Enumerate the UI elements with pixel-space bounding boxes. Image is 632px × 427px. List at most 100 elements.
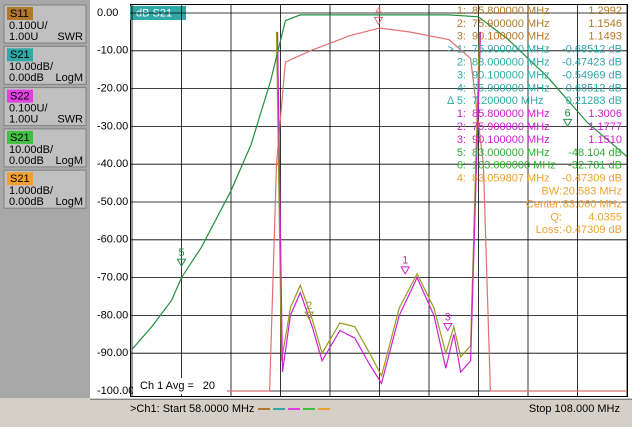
trace-chip <box>7 89 33 103</box>
marker-value: 0.21283 dB <box>566 95 622 107</box>
marker-frequency: 7.200000 MHz <box>472 95 544 107</box>
trace-format: LogM <box>55 72 83 84</box>
trace-name: S21 <box>10 49 30 61</box>
summary-value: 4.0355 <box>588 211 622 223</box>
marker-frequency: 83.000000 MHz <box>472 57 550 69</box>
marker-frequency: 75.900000 MHz <box>472 82 550 94</box>
marker-label: 6 <box>565 107 571 119</box>
marker-flag <box>304 311 315 321</box>
trace-line <box>276 31 482 385</box>
y-tick-label: -30.00 <box>97 120 128 132</box>
trace-name: S21 <box>10 132 30 144</box>
marker-label: 4 <box>375 5 381 17</box>
marker-frequency: 90.100000 MHz <box>472 69 550 81</box>
marker-flag <box>176 258 187 268</box>
marker-value: 1.1777 <box>588 121 622 133</box>
trace-reference: 0.00dB <box>9 155 44 167</box>
trace-format: LogM <box>55 196 83 208</box>
summary-label: Q: <box>550 211 562 223</box>
trace-format: SWR <box>57 114 83 126</box>
trace-reference: 1.00U <box>9 114 38 126</box>
marker-id: 2: <box>457 57 466 69</box>
y-tick-label: -80.00 <box>97 309 128 321</box>
summary-value: 20.583 MHz <box>563 186 622 198</box>
marker-value: -0.68512 dB <box>562 44 622 56</box>
plot-frame <box>130 4 628 397</box>
trace-line <box>275 31 481 378</box>
trace-name: S21 <box>10 173 30 185</box>
trace-line <box>132 27 627 392</box>
marker-flag <box>400 266 411 275</box>
summary-label: Center: <box>526 198 562 210</box>
avg-value: 20 <box>203 380 215 392</box>
marker-label: 1 <box>402 255 408 267</box>
start-frequency: >Ch1: Start 58.0000 MHz <box>130 403 254 415</box>
trace-reference: 0.00dB <box>9 72 44 84</box>
trace-line <box>131 14 628 350</box>
marker-id: 3: <box>457 134 466 146</box>
marker-value: 1.3006 <box>588 108 622 120</box>
marker-id: Δ 5: <box>447 95 466 107</box>
marker-frequency: 75.900000 MHz <box>472 18 550 30</box>
summary-label: BW: <box>541 186 562 198</box>
marker-id: 6: <box>457 160 466 172</box>
marker-id: 5: <box>457 147 466 159</box>
marker-value: -0.47423 dB <box>562 57 622 69</box>
plot-title: dB S21 <box>136 7 172 19</box>
y-tick-label: -40.00 <box>97 158 128 170</box>
marker-frequency: 90.100000 MHz <box>472 134 550 146</box>
marker-value: -0.47309 dB <box>562 173 622 185</box>
trace-name: S11 <box>10 8 29 20</box>
marker-value: 1.1510 <box>588 134 622 146</box>
marker-id: 4: <box>457 173 466 185</box>
summary-value: 83.060 MHz <box>563 198 622 210</box>
marker-value: -48.104 dB <box>568 147 622 159</box>
trace-name: S22 <box>10 91 30 103</box>
marker-value: -0.68512 dB <box>562 82 622 94</box>
y-tick-label: 0.00 <box>97 7 118 19</box>
marker-frequency: 83.000000 MHz <box>472 147 550 159</box>
summary-label: Loss: <box>536 224 562 236</box>
marker-frequency: 103.000000 MHz <box>472 160 556 172</box>
marker-value: 1.2992 <box>588 5 622 17</box>
marker-value: -0.54969 dB <box>562 69 622 81</box>
trace-scale: 10.00dB/ <box>9 61 54 73</box>
y-tick-label: -100.00 <box>97 385 134 397</box>
marker-id: 2: <box>457 18 466 30</box>
trace-format: LogM <box>55 155 83 167</box>
trace-scale: 0.100U/ <box>9 103 48 115</box>
marker-label: 2 <box>306 300 312 312</box>
marker-flag <box>562 118 573 128</box>
y-tick-label: -10.00 <box>97 45 128 57</box>
marker-id: 3: <box>457 69 466 81</box>
marker-id: 3: <box>457 31 466 43</box>
marker-value: 1.1493 <box>588 31 622 43</box>
button-face <box>3 169 87 209</box>
marker-frequency: 83.059807 MHz <box>472 173 550 185</box>
trace-scale: 10.00dB/ <box>9 144 54 156</box>
marker-id: 1: <box>457 5 466 17</box>
avg-label: Ch 1 Avg = <box>140 380 194 392</box>
trace-scale: 1.000dB/ <box>9 185 54 197</box>
trace-chip <box>7 7 33 20</box>
summary-value: -0.47309 dB <box>562 224 622 236</box>
stop-frequency: Stop 108.000 MHz <box>529 403 620 415</box>
trace-reference: 1.00U <box>9 31 38 43</box>
trace-scale: 0.100U/ <box>9 20 48 32</box>
marker-value: 1.1546 <box>588 18 622 30</box>
y-tick-label: -70.00 <box>97 272 128 284</box>
marker-frequency: 75.900000 MHz <box>472 44 550 56</box>
marker-flag <box>442 323 453 332</box>
trace-chip <box>7 48 33 62</box>
marker-frequency: 85.800000 MHz <box>472 108 550 120</box>
marker-label: 3 <box>445 311 451 323</box>
y-tick-label: -20.00 <box>97 83 128 95</box>
marker-value: -32.781 dB <box>568 160 622 172</box>
y-tick-label: -60.00 <box>97 234 128 246</box>
